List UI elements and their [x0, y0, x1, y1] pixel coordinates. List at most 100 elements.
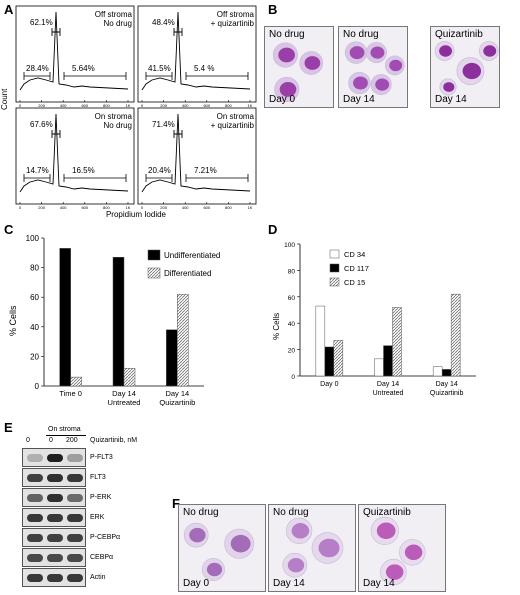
histogram-right-value: 5.64%	[72, 64, 95, 73]
x-tick-label: 200	[160, 205, 167, 210]
panel-label-c: C	[4, 222, 14, 237]
blot-band	[27, 454, 43, 462]
panel-label-f: F	[172, 496, 180, 511]
blot-band	[67, 454, 83, 462]
x-tick-label: Time 0	[59, 389, 82, 398]
micrograph-cells	[434, 41, 499, 96]
x-tick-label: 400	[181, 205, 189, 210]
cell-nucleus	[353, 76, 368, 90]
histogram-left-value: 28.4%	[26, 64, 49, 73]
histogram-peak-value: 67.6%	[30, 120, 53, 129]
blot-header: On stroma	[48, 426, 81, 433]
y-tick-label: 40	[288, 321, 296, 328]
panel-a-x-label: Propidium Iodide	[105, 210, 167, 219]
x-tick-label: Untreated	[373, 390, 404, 397]
lane-label-2: 0	[49, 437, 53, 444]
gate-right	[63, 174, 127, 182]
blot-row-label: Actin	[90, 574, 106, 581]
x-tick-label: Quizartinib	[159, 398, 195, 406]
histogram-title-1: On stroma	[216, 112, 254, 121]
histogram-curve	[19, 11, 129, 91]
blot-band	[47, 534, 63, 542]
y-tick-label: 100	[284, 242, 295, 249]
legend-label: CD 117	[344, 264, 369, 273]
bar	[112, 256, 125, 387]
y-tick-label: 80	[288, 268, 296, 275]
blot-row-label: CEBPα	[90, 554, 114, 561]
micrograph-image: No drug Day 0	[178, 504, 266, 592]
y-tick-label: 0	[291, 374, 295, 381]
micrograph-image: No drug Day 14	[338, 26, 408, 108]
y-tick-label: 80	[30, 264, 39, 273]
histogram-left-value: 20.4%	[148, 166, 171, 175]
histogram-title-2: No drug	[103, 121, 132, 130]
legend-swatch	[147, 267, 161, 279]
micrograph-cells	[272, 42, 324, 102]
x-tick-label: 1K	[247, 205, 253, 210]
blot-band	[27, 494, 43, 502]
micrograph-image: Quizartinib Day 14	[358, 504, 446, 592]
blot-strip	[22, 528, 86, 547]
histogram-right-value: 5.4 %	[194, 64, 215, 73]
blot-band	[27, 514, 43, 522]
x-tick-label: 0	[140, 205, 144, 210]
lane-label-3: 200	[66, 437, 78, 444]
y-tick-label: 20	[30, 352, 39, 361]
micrograph-cells	[282, 517, 344, 578]
blot-row-label: P-ERK	[90, 494, 112, 501]
panel-label-d: D	[268, 222, 278, 237]
legend-label: Undifferentiated	[164, 251, 220, 260]
gate-right	[185, 72, 249, 80]
micrograph-cells	[183, 522, 255, 581]
blot-band	[27, 554, 43, 562]
x-tick-label: 1K	[125, 103, 131, 108]
histogram-title-2: No drug	[103, 19, 132, 28]
cell-nucleus	[279, 82, 297, 97]
histogram-title-2: + quizartinib	[210, 121, 254, 130]
panel-label-a: A	[4, 2, 14, 17]
cell-nucleus	[287, 557, 305, 573]
blot-band	[47, 514, 63, 522]
blot-band	[67, 474, 83, 482]
blot-row-label: FLT3	[90, 474, 106, 481]
blot-band	[47, 474, 63, 482]
cell-nucleus	[318, 538, 340, 558]
blot-band	[67, 494, 83, 502]
blot-band	[67, 534, 83, 542]
blot-band	[47, 554, 63, 562]
histogram-curve	[141, 113, 251, 193]
gate-right	[185, 174, 249, 182]
x-tick-label: 600	[203, 103, 211, 108]
legend-label: CD 15	[344, 278, 365, 287]
blot-strip	[22, 468, 86, 487]
x-tick-label: Day 14	[165, 389, 189, 398]
x-tick-label: Day 14	[377, 381, 399, 388]
blot-band	[67, 574, 83, 582]
micrograph-top-label: No drug	[273, 507, 309, 518]
cell-nucleus	[404, 544, 423, 561]
bar	[70, 376, 82, 387]
blot-strip	[22, 568, 86, 587]
blot-strip	[22, 508, 86, 527]
cell-nucleus	[349, 46, 365, 60]
histogram-peak-value: 71.4%	[152, 120, 175, 129]
histogram-title-2: + quizartinib	[210, 19, 254, 28]
x-tick-label: Untreated	[108, 398, 141, 406]
cell-nucleus	[206, 562, 223, 577]
blot-band	[27, 474, 43, 482]
micrograph-cells	[344, 41, 405, 96]
x-tick-label: 800	[225, 103, 232, 108]
histogram-curve	[141, 11, 251, 91]
bar	[177, 293, 189, 387]
x-tick-label: Day 0	[320, 381, 338, 388]
blot-band	[47, 454, 63, 462]
x-tick-label: 400	[59, 205, 67, 210]
cell-nucleus	[483, 45, 497, 57]
x-tick-label: 400	[59, 103, 67, 108]
micrograph-bottom-label: Day 0	[269, 94, 296, 105]
histogram-title-1: Off stroma	[216, 10, 254, 19]
blot-band	[47, 574, 63, 582]
histogram-frame	[137, 107, 257, 205]
legend-swatch	[147, 249, 161, 261]
blot-strip	[22, 488, 86, 507]
